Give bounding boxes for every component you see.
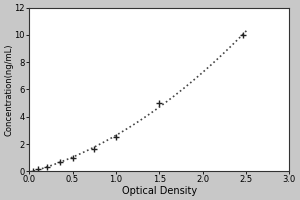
X-axis label: Optical Density: Optical Density: [122, 186, 197, 196]
Y-axis label: Concentration(ng/mL): Concentration(ng/mL): [4, 43, 13, 136]
